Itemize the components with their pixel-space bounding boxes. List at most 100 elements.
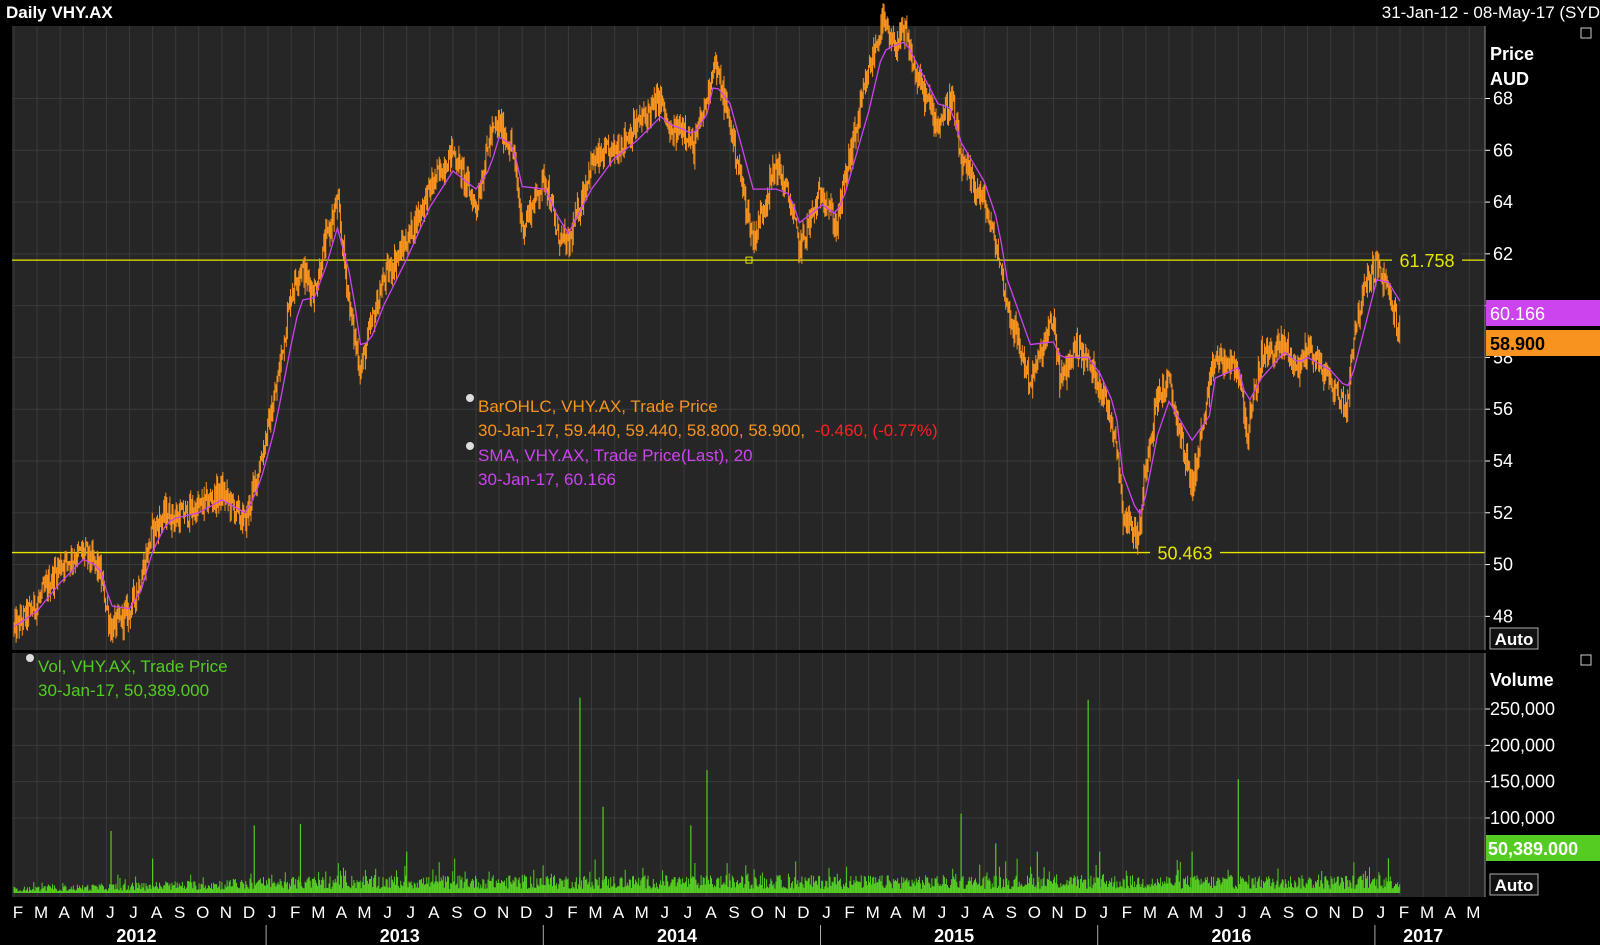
x-tick-label: J bbox=[1377, 903, 1386, 922]
x-tick-label: F bbox=[844, 903, 854, 922]
volume-tick-label: 150,000 bbox=[1490, 772, 1555, 792]
x-tick-label: O bbox=[1028, 903, 1041, 922]
price-panel-expand-icon[interactable] bbox=[1580, 27, 1592, 39]
x-tick-label: A bbox=[59, 903, 71, 922]
x-tick-label: N bbox=[774, 903, 786, 922]
x-tick-label: F bbox=[13, 903, 23, 922]
volume-legend-title: Vol, VHY.AX, Trade Price bbox=[38, 657, 228, 676]
x-tick-label: A bbox=[1445, 903, 1457, 922]
x-tick-label: M bbox=[1466, 903, 1480, 922]
price-grid bbox=[12, 26, 1485, 650]
x-tick-label: J bbox=[1215, 903, 1224, 922]
x-tick-label: M bbox=[1420, 903, 1434, 922]
x-tick-label: J bbox=[961, 903, 970, 922]
price-tick-label: 50 bbox=[1493, 555, 1513, 575]
volume-auto-button[interactable] bbox=[1489, 873, 1539, 896]
x-tick-label: M bbox=[635, 903, 649, 922]
price-tick-label: 56 bbox=[1493, 399, 1513, 419]
x-tick-label: S bbox=[451, 903, 462, 922]
x-tick-label: O bbox=[473, 903, 486, 922]
x-tick-label: J bbox=[406, 903, 415, 922]
x-tick-label: A bbox=[1167, 903, 1179, 922]
date-range: 31-Jan-12 - 08-May-17 (SYD bbox=[1382, 3, 1600, 22]
x-tick-label: A bbox=[983, 903, 995, 922]
last-price-badge-label: 58.900 bbox=[1490, 334, 1545, 354]
x-tick-label: J bbox=[268, 903, 277, 922]
x-tick-label: A bbox=[151, 903, 163, 922]
price-ohlc-bars bbox=[13, 3, 1401, 643]
price-tick-label: 64 bbox=[1493, 192, 1513, 212]
x-tick-label: M bbox=[311, 903, 325, 922]
x-tick-label: J bbox=[1238, 903, 1247, 922]
volume-tick-label: 250,000 bbox=[1490, 699, 1555, 719]
x-tick-label: J bbox=[545, 903, 554, 922]
x-tick-label: N bbox=[1329, 903, 1341, 922]
x-tick-label: M bbox=[357, 903, 371, 922]
x-tick-label: J bbox=[822, 903, 831, 922]
volume-tick-label: 100,000 bbox=[1490, 808, 1555, 828]
price-panel bbox=[12, 26, 1485, 650]
x-tick-label: F bbox=[1399, 903, 1409, 922]
low-line-label: 50.463 bbox=[1157, 544, 1212, 564]
volume-axis: 100,000 150,000 200,000 250,000 bbox=[1484, 653, 1555, 897]
volume-auto-label: Auto bbox=[1495, 876, 1534, 895]
header-bar bbox=[0, 0, 1600, 24]
low-line-label-bg bbox=[1150, 541, 1220, 564]
price-axis-unit: AUD bbox=[1490, 69, 1529, 89]
x-tick-label: A bbox=[428, 903, 440, 922]
x-tick-label: S bbox=[1006, 903, 1017, 922]
ohlc-legend-toggle-icon[interactable] bbox=[466, 394, 474, 402]
volume-panel bbox=[12, 653, 1485, 897]
x-tick-label: N bbox=[1051, 903, 1063, 922]
last-price-badge bbox=[1486, 330, 1600, 356]
high-line-handle-icon[interactable] bbox=[745, 256, 753, 264]
x-tick-label: A bbox=[890, 903, 902, 922]
x-tick-label: D bbox=[1074, 903, 1086, 922]
x-tick-label: M bbox=[1143, 903, 1157, 922]
sma-legend-toggle-icon[interactable] bbox=[466, 442, 474, 450]
volume-bars bbox=[13, 858, 1401, 893]
price-auto-button[interactable] bbox=[1489, 627, 1539, 650]
high-line-label: 61.758 bbox=[1399, 251, 1454, 271]
x-tick-label: A bbox=[705, 903, 717, 922]
x-tick-label: J bbox=[938, 903, 947, 922]
x-tick-label: M bbox=[34, 903, 48, 922]
x-tick-label: A bbox=[613, 903, 625, 922]
x-tick-label: F bbox=[567, 903, 577, 922]
volume-legend-toggle-icon[interactable] bbox=[26, 654, 34, 662]
x-tick-label: J bbox=[661, 903, 670, 922]
x-year-label: 2017 bbox=[1403, 926, 1443, 945]
volume-panel-expand-icon[interactable] bbox=[1580, 654, 1592, 666]
price-axis-title: Price bbox=[1490, 44, 1534, 64]
x-year-label: 2014 bbox=[657, 926, 697, 945]
x-tick-label: S bbox=[174, 903, 185, 922]
x-tick-label: F bbox=[1122, 903, 1132, 922]
volume-marks bbox=[13, 697, 1401, 893]
x-tick-label: M bbox=[588, 903, 602, 922]
x-tick-label: F bbox=[290, 903, 300, 922]
x-tick-label: N bbox=[220, 903, 232, 922]
x-tick-label: O bbox=[1305, 903, 1318, 922]
price-tick-label: 52 bbox=[1493, 503, 1513, 523]
ohlc-legend-values: 30-Jan-17, 59.440, 59.440, 58.800, 58.90… bbox=[478, 421, 938, 440]
price-auto-label: Auto bbox=[1495, 630, 1534, 649]
x-year-label: 2016 bbox=[1211, 926, 1251, 945]
price-marks bbox=[12, 3, 1485, 643]
volume-grid bbox=[12, 653, 1485, 897]
x-tick-label: J bbox=[129, 903, 138, 922]
x-tick-label: D bbox=[797, 903, 809, 922]
x-tick-label: D bbox=[243, 903, 255, 922]
price-tick-label: 68 bbox=[1493, 88, 1513, 108]
x-tick-label: S bbox=[728, 903, 739, 922]
volume-tick-label: 200,000 bbox=[1490, 735, 1555, 755]
x-year-label: 2013 bbox=[380, 926, 420, 945]
x-tick-label: A bbox=[1260, 903, 1272, 922]
price-tick-label: 48 bbox=[1493, 606, 1513, 626]
volume-badge-label: 50,389.000 bbox=[1488, 839, 1578, 859]
price-tick-label: 62 bbox=[1493, 244, 1513, 264]
price-tick-label: 66 bbox=[1493, 140, 1513, 160]
x-tick-label: O bbox=[196, 903, 209, 922]
x-tick-label: S bbox=[1283, 903, 1294, 922]
chart-title: Daily VHY.AX bbox=[6, 3, 113, 22]
